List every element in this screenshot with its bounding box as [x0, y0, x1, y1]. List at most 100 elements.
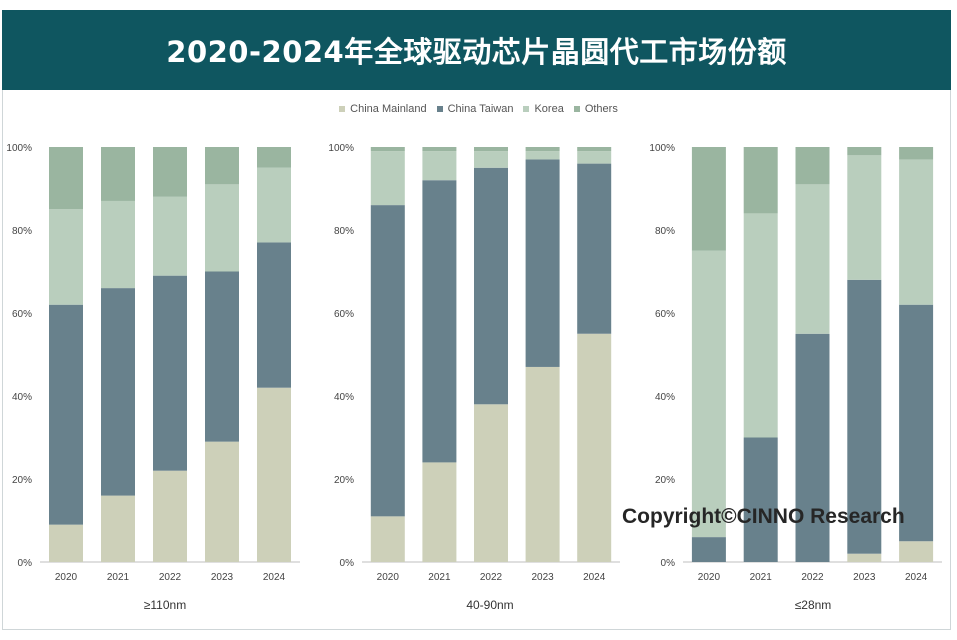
bar-segment	[370, 205, 405, 517]
bar-segment	[370, 516, 405, 562]
chart-title: 2020-2024年全球驱动芯片晶圆代工市场份额	[166, 35, 787, 69]
bar-segment	[257, 387, 291, 562]
bar-segment	[577, 333, 612, 562]
bar-segment	[49, 524, 83, 562]
x-tick-label: 2021	[750, 572, 773, 583]
legend-label-china-taiwan: China Taiwan	[447, 103, 514, 115]
legend-label-korea: Korea	[534, 103, 564, 115]
bar-segment	[101, 200, 135, 289]
bar-segment	[743, 213, 778, 438]
y-tick-label: 40%	[655, 392, 675, 403]
x-tick-label: 2020	[377, 572, 400, 583]
y-tick-label: 40%	[334, 392, 354, 403]
y-tick-label: 20%	[655, 475, 675, 486]
x-tick-label: 2024	[263, 572, 286, 583]
panel-label-110nm: ≥110nm	[143, 598, 187, 612]
bar-segment	[691, 147, 726, 251]
bar-segment	[422, 151, 457, 181]
panel-label-40-90nm: 40-90nm	[466, 598, 514, 612]
y-tick-label: 80%	[334, 226, 354, 237]
bar-segment	[101, 495, 135, 562]
legend-item-korea: Korea	[523, 103, 564, 115]
legend-item-others: Others	[573, 103, 618, 115]
x-tick-label: 2024	[583, 572, 606, 583]
y-tick-label: 100%	[328, 143, 354, 154]
bar-segment	[49, 209, 83, 305]
x-tick-label: 2023	[531, 572, 554, 583]
legend-swatch-others	[573, 106, 580, 112]
copyright-watermark: Copyright©CINNO Research	[622, 505, 905, 528]
bar-segment	[370, 147, 405, 152]
bar-segment	[795, 147, 830, 185]
y-tick-label: 60%	[334, 309, 354, 320]
legend-label-others: Others	[584, 103, 618, 115]
y-tick-label: 0%	[661, 558, 676, 569]
bar-segment	[257, 147, 291, 168]
bar-segment	[422, 147, 457, 152]
x-tick-label: 2021	[428, 572, 451, 583]
bar-segment	[795, 333, 830, 562]
y-tick-label: 40%	[12, 392, 32, 403]
bar-segment	[795, 184, 830, 334]
bar-segment	[474, 167, 508, 405]
y-tick-label: 60%	[12, 309, 32, 320]
panel-label-28nm: ≤28nm	[794, 598, 832, 612]
title-banner: 2020-2024年全球驱动芯片晶圆代工市场份额	[2, 10, 951, 90]
x-tick-label: 2024	[905, 572, 928, 583]
legend-item-china-taiwan: China Taiwan	[436, 103, 514, 115]
bar-segment	[525, 366, 560, 562]
bar-segment	[49, 304, 83, 525]
x-tick-label: 2022	[480, 572, 503, 583]
x-tick-label: 2022	[801, 572, 824, 583]
y-tick-label: 0%	[340, 558, 355, 569]
bar-segment	[847, 553, 882, 562]
bar-segment	[525, 151, 560, 160]
x-tick-label: 2020	[698, 572, 721, 583]
bar-segment	[691, 537, 726, 562]
bar-segment	[257, 167, 291, 243]
bar-segment	[101, 147, 135, 201]
y-tick-label: 20%	[334, 475, 354, 486]
bar-segment	[474, 404, 508, 562]
y-tick-label: 60%	[655, 309, 675, 320]
bar-segment	[847, 155, 882, 280]
bar-segment	[899, 147, 934, 160]
x-tick-label: 2023	[211, 572, 234, 583]
legend-label-china-mainland: China Mainland	[350, 103, 427, 115]
bar-segment	[691, 250, 726, 538]
bar-segment	[370, 151, 405, 206]
bar-segment	[101, 288, 135, 496]
bar-segment	[899, 159, 934, 305]
bar-segment	[525, 159, 560, 367]
bar-segment	[205, 441, 239, 562]
bar-segment	[205, 147, 239, 185]
bar-segment	[474, 147, 508, 152]
legend-item-china-mainland: China Mainland	[339, 103, 427, 115]
legend-swatch-china-taiwan	[436, 106, 443, 112]
bar-segment	[577, 147, 612, 152]
y-tick-label: 100%	[6, 143, 32, 154]
bar-segment	[899, 304, 934, 542]
bar-segment	[577, 163, 612, 334]
bar-segment	[577, 151, 612, 164]
legend-swatch-korea	[523, 106, 530, 112]
bar-segment	[847, 147, 882, 156]
legend: China Mainland China Taiwan Korea Others	[0, 103, 957, 115]
x-tick-label: 2023	[853, 572, 876, 583]
bar-segment	[847, 279, 882, 554]
bar-segment	[205, 184, 239, 272]
bar-segment	[422, 180, 457, 463]
bar-segment	[474, 151, 508, 168]
bar-segment	[153, 275, 187, 471]
legend-swatch-china-mainland	[339, 106, 346, 112]
x-tick-label: 2022	[159, 572, 182, 583]
bar-segment	[153, 470, 187, 562]
y-tick-label: 20%	[12, 475, 32, 486]
bar-segment	[525, 147, 560, 152]
bar-segment	[743, 437, 778, 562]
bar-segment	[899, 541, 934, 562]
bar-segment	[257, 242, 291, 388]
y-tick-label: 80%	[12, 226, 32, 237]
bar-segment	[153, 196, 187, 276]
